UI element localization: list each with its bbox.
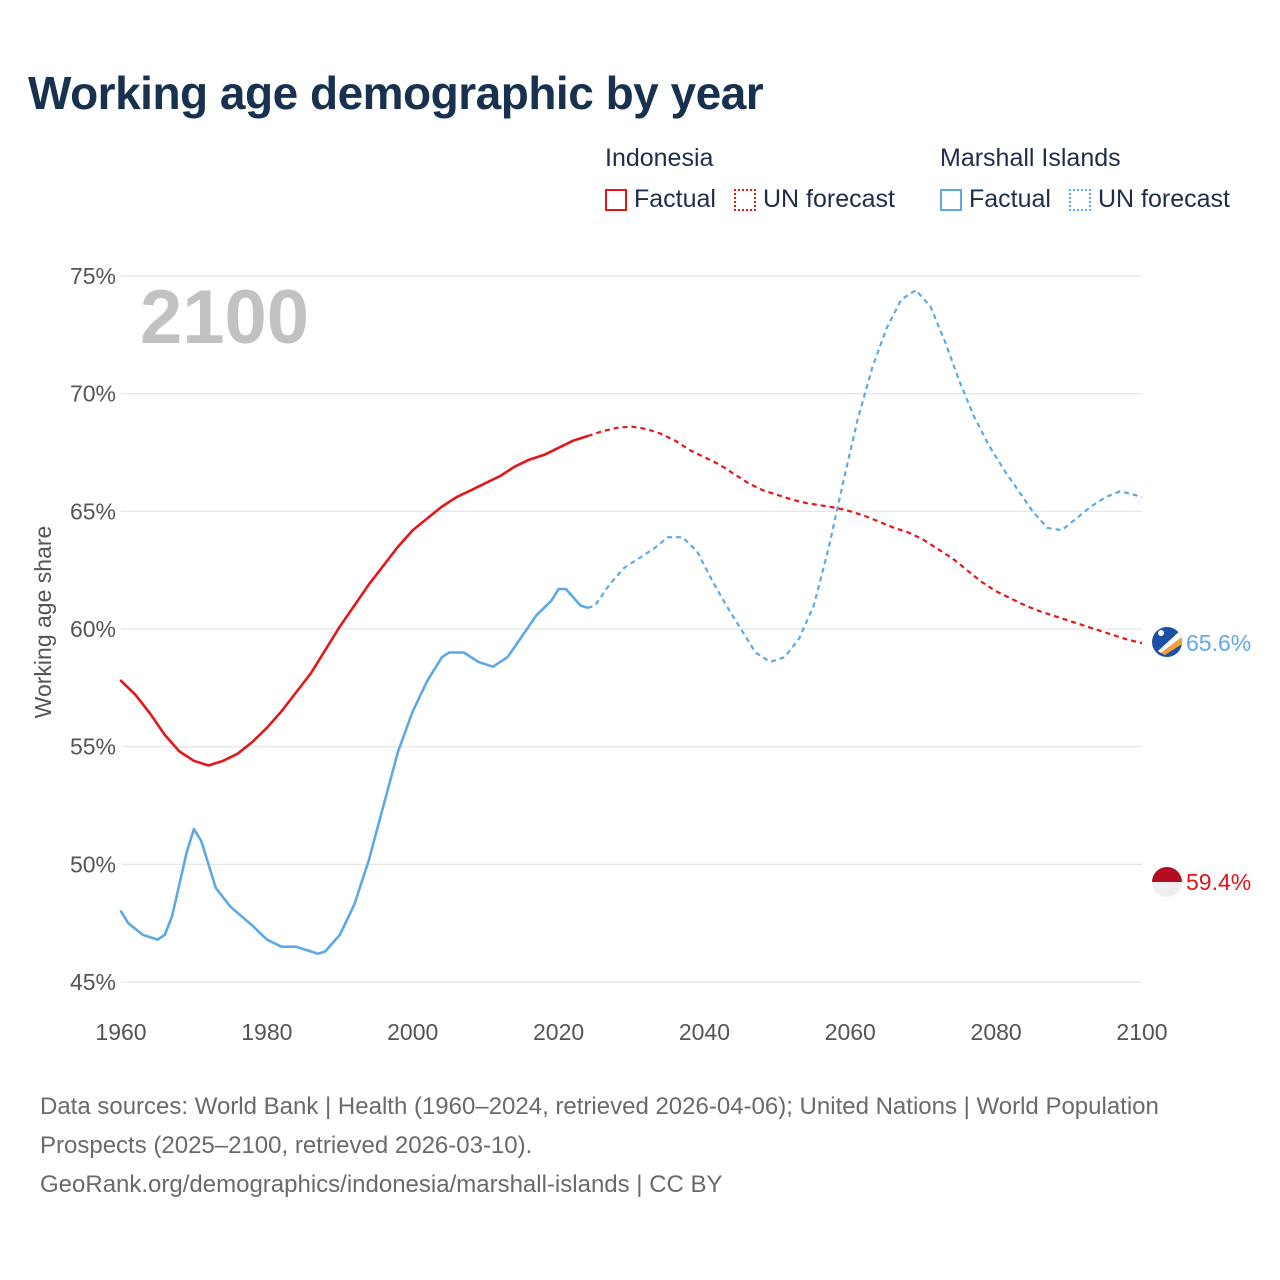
legend-swatch-solid bbox=[940, 188, 962, 211]
legend-swatch-dotted bbox=[1068, 188, 1091, 211]
x-tick-label: 2040 bbox=[679, 1019, 730, 1045]
y-tick-label: 65% bbox=[70, 498, 116, 524]
y-axis-label: Working age share bbox=[30, 526, 56, 719]
legend-country-marshall-islands: Marshall Islands bbox=[940, 144, 1121, 172]
legend-item-indonesia-factual[interactable]: Factual bbox=[605, 185, 716, 214]
series-line-indonesia-factual[interactable] bbox=[119, 434, 589, 767]
flag-indonesia-icon bbox=[1152, 867, 1182, 897]
x-tick-label: 2080 bbox=[971, 1019, 1022, 1045]
x-tick-label: 2020 bbox=[533, 1019, 584, 1045]
end-label-indonesia: 59.4% bbox=[1186, 869, 1251, 895]
legend-label: UN forecast bbox=[762, 185, 895, 213]
end-label-marshall-islands: 65.6% bbox=[1186, 630, 1251, 656]
y-tick-label: 70% bbox=[70, 381, 116, 407]
legend-item-marshall-forecast[interactable]: UN forecast bbox=[1068, 185, 1230, 214]
legend-country-indonesia: Indonesia bbox=[605, 144, 714, 172]
series-line-marshall-islands-factual[interactable] bbox=[119, 587, 589, 956]
legend-item-marshall-factual[interactable]: Factual bbox=[940, 185, 1051, 214]
flag-marshall-islands-icon bbox=[1152, 627, 1182, 657]
y-tick-label: 50% bbox=[70, 851, 116, 877]
chart-title: Working age demographic by year bbox=[28, 67, 764, 119]
footer: Data sources: World Bank | Health (1960–… bbox=[40, 1087, 1240, 1204]
x-tick-label: 2060 bbox=[825, 1019, 876, 1045]
series-line-marshall-islands-forecast[interactable] bbox=[587, 289, 1143, 663]
y-tick-label: 45% bbox=[70, 969, 116, 995]
series-line-indonesia-forecast[interactable] bbox=[587, 425, 1143, 645]
legend-marshall-islands: Marshall Islands Factual UN forecast bbox=[940, 144, 1248, 214]
source-url: GeoRank.org/demographics/indonesia/marsh… bbox=[40, 1171, 723, 1198]
x-tick-label: 1960 bbox=[95, 1019, 146, 1045]
legend-label: Factual bbox=[969, 185, 1051, 213]
legend-indonesia: Indonesia Factual UN forecast bbox=[605, 144, 913, 214]
x-tick-label: 2000 bbox=[387, 1019, 438, 1045]
legend-item-indonesia-forecast[interactable]: UN forecast bbox=[733, 185, 895, 214]
line-chart: 2100 Working age share 45% 50% 55% 60% 65% 70… bbox=[30, 263, 1251, 1045]
legend-swatch-solid bbox=[605, 188, 627, 211]
y-tick-label: 55% bbox=[70, 734, 116, 760]
legend-swatch-dotted bbox=[733, 188, 756, 211]
legend-label: Factual bbox=[634, 185, 716, 213]
y-tick-label: 75% bbox=[70, 263, 116, 289]
year-watermark: 2100 bbox=[140, 275, 309, 360]
x-tick-label: 1980 bbox=[241, 1019, 292, 1045]
data-sources: Data sources: World Bank | Health (1960–… bbox=[40, 1093, 1159, 1159]
x-tick-label: 2100 bbox=[1116, 1019, 1167, 1045]
legend-label: UN forecast bbox=[1097, 185, 1230, 213]
y-tick-label: 60% bbox=[70, 616, 116, 642]
